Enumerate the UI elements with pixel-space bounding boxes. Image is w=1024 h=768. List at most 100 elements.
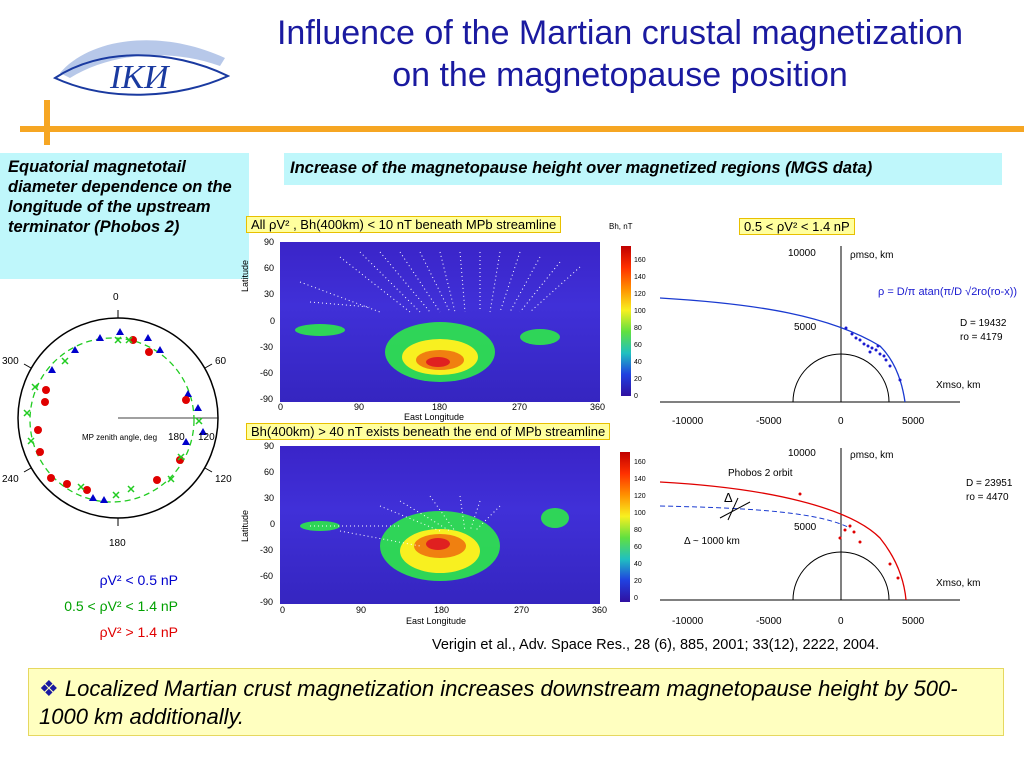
colorbar-ticks: 160 140 120 100 80 60 40 20 0 bbox=[634, 252, 646, 405]
colorbar-title: Bh, nT bbox=[609, 222, 633, 231]
map-bottom-ytick: 60 bbox=[264, 467, 275, 477]
plot-top-y-title: ρmso, km bbox=[850, 250, 894, 261]
right-header-text: Increase of the magnetopause height over… bbox=[290, 159, 873, 177]
map-top-ytick: -60 bbox=[260, 368, 274, 378]
map-bottom-ytick: 30 bbox=[264, 493, 275, 503]
plot-top-xtick: -10000 bbox=[672, 416, 704, 427]
map-bottom-y-title: Latitude bbox=[240, 509, 250, 542]
plot-bottom-y-title: ρmso, km bbox=[850, 450, 894, 461]
colorbar-tick: 120 bbox=[634, 291, 646, 298]
polar-radial-180: 180 bbox=[168, 432, 185, 443]
map-top-image bbox=[280, 242, 600, 402]
colorbar-tick: 40 bbox=[634, 359, 642, 366]
legend-text-low: ρV² < 0.5 nP bbox=[99, 572, 178, 588]
polar-angle-240: 240 bbox=[2, 474, 19, 485]
map-top-label: All ρV² , Bh(400km) < 10 nT beneath MPb … bbox=[246, 216, 562, 233]
polar-angle-180: 180 bbox=[109, 538, 126, 549]
map-bottom: Latitude 90 60 30 0 -30 -60 -90 0 90 180… bbox=[240, 438, 660, 628]
map-bottom-x-title: East Longitude bbox=[406, 616, 467, 626]
map-top-ytick: -30 bbox=[260, 342, 274, 352]
map-top-ytick: 30 bbox=[264, 289, 275, 299]
map-top-xtick: 0 bbox=[278, 402, 284, 412]
colorbar-tick: 140 bbox=[634, 476, 646, 483]
divider-horizontal bbox=[20, 126, 1024, 132]
colorbar-tick: 160 bbox=[634, 459, 646, 466]
plot-top-formula: ρ = D/π atan(π/D √2ro(ro-x)) bbox=[878, 286, 1018, 298]
plot-bottom-param: D = 23951 bbox=[966, 478, 1013, 489]
left-caption-text: Equatorial magnetotail diameter dependen… bbox=[8, 158, 232, 236]
colorbar-tick: 120 bbox=[634, 493, 646, 500]
plot-bottom-x-title: Xmso, km bbox=[936, 578, 981, 589]
map-bottom-ytick: 0 bbox=[270, 519, 276, 529]
page-title: Influence of the Martian crustal magneti… bbox=[200, 12, 1024, 96]
map-bottom-image bbox=[280, 446, 600, 604]
plot-bottom-xtick: -5000 bbox=[756, 616, 782, 627]
polar-angle-300: 300 bbox=[2, 356, 19, 367]
polar-radial-120: 120 bbox=[198, 432, 215, 443]
map-bottom-xtick: 0 bbox=[280, 605, 286, 615]
phobos-orbit-label: Phobos 2 orbit bbox=[728, 468, 793, 479]
conclusion-text: Localized Martian crust magnetization in… bbox=[39, 676, 958, 729]
left-caption-box: Equatorial magnetotail diameter dependen… bbox=[0, 153, 249, 279]
map-bottom-ytick: -30 bbox=[260, 545, 274, 555]
map-top-x-title: East Longitude bbox=[404, 412, 465, 422]
legend-entry-mid: 0.5 < ρV² < 1.4 nP bbox=[20, 598, 178, 614]
colorbar-tick: 100 bbox=[634, 510, 646, 517]
legend-entry-low: ρV² < 0.5 nP bbox=[20, 572, 178, 588]
plot-top-ytick: 10000 bbox=[788, 248, 816, 259]
map-bottom-ytick: -90 bbox=[260, 597, 274, 607]
plot-top-xtick: 0 bbox=[838, 416, 844, 427]
plot-top-ytick: 5000 bbox=[794, 322, 817, 333]
colorbar-tick: 160 bbox=[634, 257, 646, 264]
colorbar-tick: 80 bbox=[634, 527, 642, 534]
plot-bottom-xtick: 0 bbox=[838, 616, 844, 627]
colorbar-tick: 40 bbox=[634, 561, 642, 568]
legend-text-high: ρV² > 1.4 nP bbox=[99, 624, 178, 640]
plot-top-label: 0.5 < ρV² < 1.4 nP bbox=[739, 218, 855, 235]
svg-text:IKИ: IKИ bbox=[109, 59, 171, 96]
map-top-ytick: -90 bbox=[260, 394, 274, 404]
plot-bottom-ytick: 10000 bbox=[788, 448, 816, 459]
divider-vertical bbox=[44, 100, 50, 145]
colorbar-tick: 80 bbox=[634, 325, 642, 332]
right-header-box: Increase of the magnetopause height over… bbox=[284, 153, 1002, 185]
plot-bottom-xtick: 5000 bbox=[902, 616, 925, 627]
plot-top-xtick: 5000 bbox=[902, 416, 925, 427]
plot-bottom-ytick: 5000 bbox=[794, 522, 817, 533]
map-top-xtick: 360 bbox=[590, 402, 606, 412]
map-top-ytick: 0 bbox=[270, 316, 276, 326]
map-top-xtick: 180 bbox=[432, 402, 448, 412]
polar-angle-60: 60 bbox=[215, 356, 227, 367]
colorbar-bottom-gradient bbox=[620, 452, 630, 602]
map-bottom-ytick: -60 bbox=[260, 571, 274, 581]
colorbar-top: Bh, nT 160 140 120 100 80 60 40 20 0 bbox=[603, 222, 653, 402]
map-bottom-xtick: 90 bbox=[356, 605, 367, 615]
map-bottom-xtick: 270 bbox=[514, 605, 530, 615]
colorbar-gradient bbox=[621, 246, 631, 396]
map-bottom-xtick: 180 bbox=[434, 605, 450, 615]
map-top-ytick: 90 bbox=[264, 237, 275, 247]
map-bottom-ytick: 90 bbox=[264, 441, 275, 451]
map-top: Latitude 90 60 30 0 -30 -60 -90 0 90 180… bbox=[240, 232, 660, 422]
map-bottom-label: Bh(400km) > 40 nT exists beneath the end… bbox=[246, 423, 611, 440]
colorbar-tick: 0 bbox=[634, 393, 638, 400]
colorbar-tick: 60 bbox=[634, 342, 642, 349]
plot-top-x-title: Xmso, km bbox=[936, 380, 981, 391]
bullet-icon: ❖ bbox=[39, 676, 59, 701]
plot-bottom: 10000 5000 -10000 -5000 0 5000 ρmso, km … bbox=[659, 438, 1024, 638]
map-bottom-xtick: 360 bbox=[592, 605, 608, 615]
colorbar-tick: 0 bbox=[634, 595, 638, 602]
colorbar-tick: 140 bbox=[634, 274, 646, 281]
title-line-2: on the magnetopause position bbox=[392, 56, 848, 94]
plot-top-param: D = 19432 bbox=[960, 318, 1007, 329]
colorbar-tick: 100 bbox=[634, 308, 646, 315]
colorbar-bottom-ticks: 160 140 120 100 80 60 40 20 0 bbox=[634, 454, 646, 607]
delta-label: Δ ~ 1000 km bbox=[684, 536, 740, 547]
conclusion-box: ❖ Localized Martian crust magnetization … bbox=[28, 668, 1004, 736]
polar-center-label: MP zenith angle, deg bbox=[82, 433, 158, 442]
legend-entry-high: ρV² > 1.4 nP bbox=[20, 624, 178, 640]
reference-text: Verigin et al., Adv. Space Res., 28 (6),… bbox=[432, 637, 880, 653]
plot-top-xtick: -5000 bbox=[756, 416, 782, 427]
delta-symbol: Δ bbox=[724, 490, 733, 505]
plot-top-param: ro = 4179 bbox=[960, 332, 1003, 343]
